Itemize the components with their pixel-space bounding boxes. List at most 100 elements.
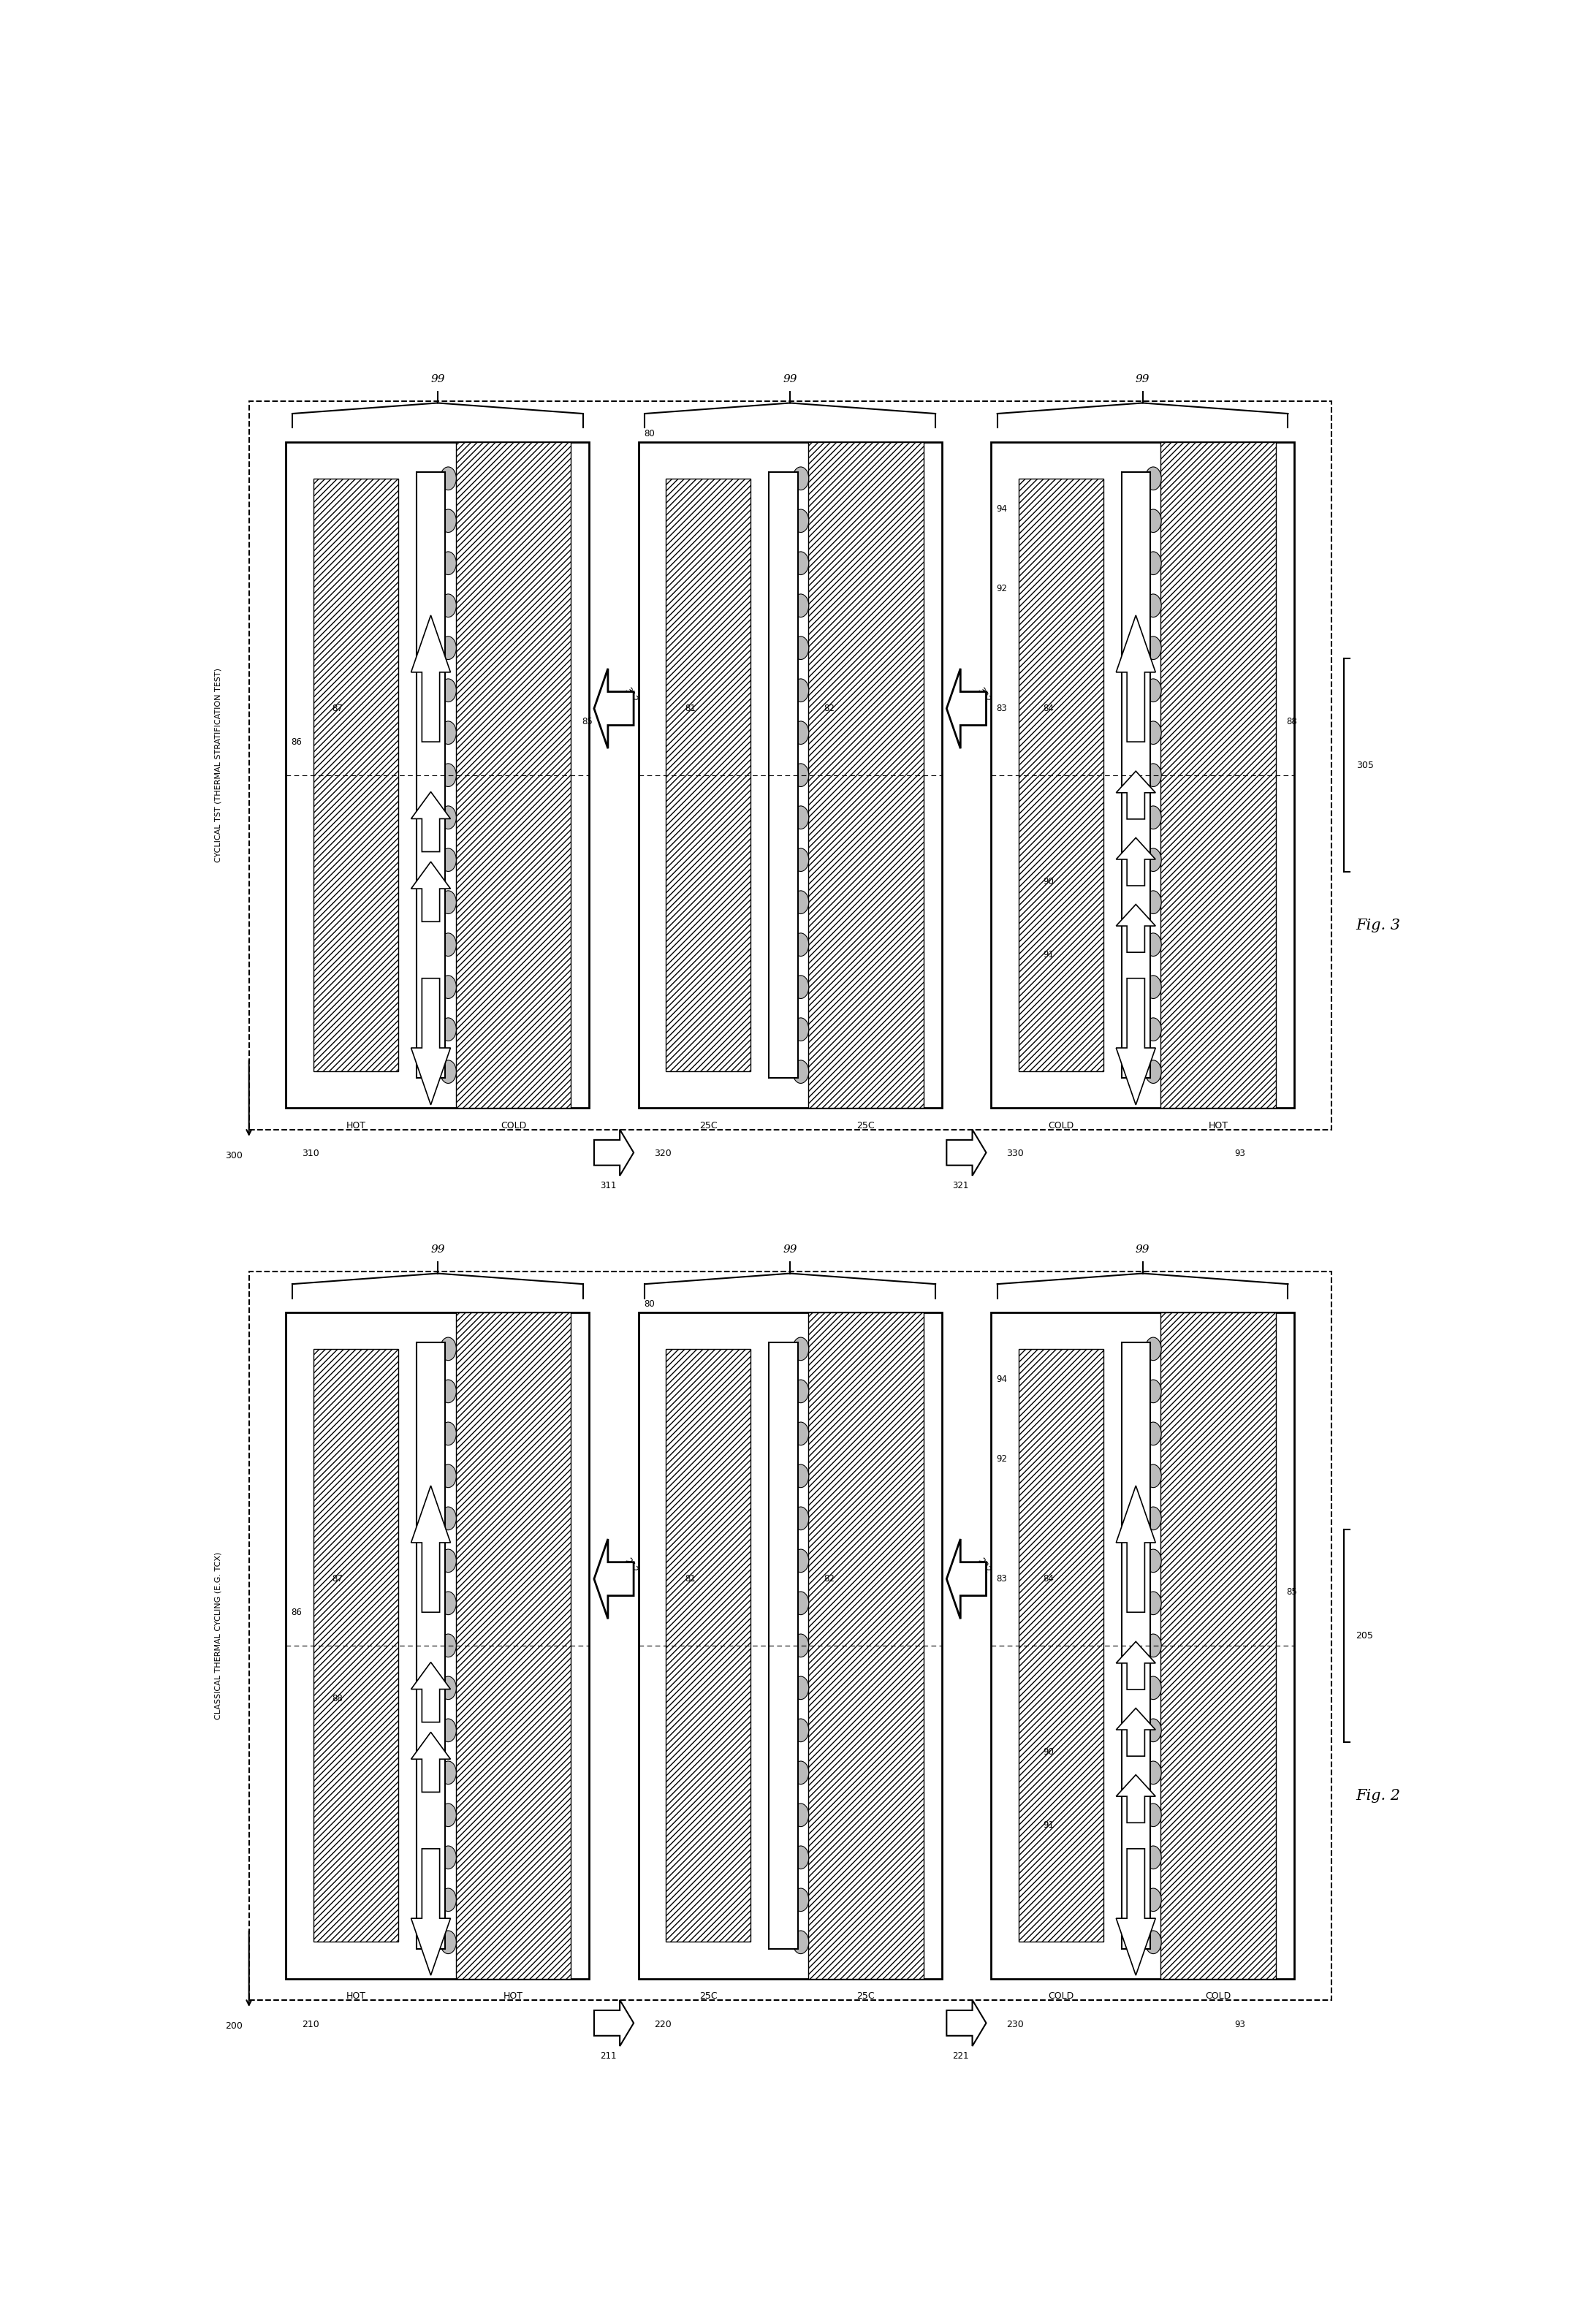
- Circle shape: [440, 976, 456, 999]
- Circle shape: [440, 1338, 456, 1361]
- Text: 83: 83: [996, 704, 1007, 713]
- Polygon shape: [594, 1539, 634, 1620]
- Polygon shape: [412, 791, 450, 851]
- Circle shape: [793, 1338, 809, 1361]
- Circle shape: [1146, 1633, 1162, 1656]
- Circle shape: [440, 1421, 456, 1444]
- Circle shape: [440, 1931, 456, 1954]
- Polygon shape: [1116, 978, 1156, 1105]
- Circle shape: [793, 1931, 809, 1954]
- Polygon shape: [1116, 1774, 1156, 1823]
- Circle shape: [793, 849, 809, 872]
- Bar: [666, 1350, 750, 1942]
- Circle shape: [440, 1550, 456, 1573]
- Circle shape: [1146, 1338, 1162, 1361]
- Bar: [1160, 443, 1275, 1107]
- Circle shape: [793, 678, 809, 701]
- Circle shape: [793, 976, 809, 999]
- Circle shape: [440, 764, 456, 787]
- Polygon shape: [1116, 1643, 1156, 1689]
- Circle shape: [793, 1887, 809, 1913]
- Circle shape: [793, 595, 809, 618]
- Circle shape: [793, 891, 809, 914]
- Bar: [769, 1343, 798, 1949]
- Circle shape: [1146, 1506, 1162, 1530]
- Text: 80: 80: [643, 429, 654, 438]
- Text: HOT: HOT: [503, 1991, 523, 2000]
- Polygon shape: [946, 1539, 986, 1620]
- Text: 80: 80: [643, 1299, 654, 1308]
- Text: 81: 81: [685, 1573, 696, 1583]
- Text: 310: 310: [302, 1149, 319, 1158]
- Text: HOT: HOT: [346, 1121, 365, 1130]
- Bar: [417, 1343, 445, 1949]
- Circle shape: [1146, 637, 1162, 660]
- Polygon shape: [412, 1486, 450, 1613]
- Text: 222: 222: [975, 1555, 993, 1576]
- Polygon shape: [1116, 904, 1156, 953]
- Text: 25C: 25C: [857, 1991, 875, 2000]
- Circle shape: [1146, 1931, 1162, 1954]
- Circle shape: [793, 1677, 809, 1700]
- Circle shape: [1146, 510, 1162, 533]
- Text: 91: 91: [1044, 950, 1055, 960]
- Circle shape: [440, 1633, 456, 1656]
- Circle shape: [793, 1592, 809, 1615]
- Text: 230: 230: [1007, 2019, 1025, 2028]
- Polygon shape: [946, 1130, 986, 1177]
- Text: 88: 88: [332, 1693, 343, 1703]
- Text: COLD: COLD: [501, 1121, 527, 1130]
- Circle shape: [1146, 1887, 1162, 1913]
- Text: 311: 311: [600, 1181, 616, 1190]
- Circle shape: [793, 1380, 809, 1403]
- Bar: [249, 401, 1331, 1130]
- Circle shape: [440, 1846, 456, 1869]
- Polygon shape: [594, 1130, 634, 1177]
- Text: 92: 92: [996, 584, 1007, 593]
- Text: 321: 321: [953, 1181, 969, 1190]
- Text: 99: 99: [431, 374, 445, 385]
- Text: 88: 88: [1286, 717, 1298, 727]
- Circle shape: [1146, 1421, 1162, 1444]
- Text: 210: 210: [302, 2019, 319, 2028]
- Bar: [991, 443, 1294, 1107]
- Circle shape: [440, 849, 456, 872]
- Bar: [456, 1313, 571, 1979]
- Circle shape: [440, 805, 456, 828]
- Circle shape: [793, 1760, 809, 1783]
- Bar: [638, 443, 942, 1107]
- Text: 99: 99: [431, 1246, 445, 1255]
- Text: 92: 92: [996, 1453, 1007, 1463]
- Text: 85: 85: [1286, 1587, 1298, 1596]
- Circle shape: [793, 1061, 809, 1084]
- Polygon shape: [412, 1663, 450, 1721]
- Polygon shape: [1116, 616, 1156, 743]
- Text: 322: 322: [975, 685, 993, 704]
- Circle shape: [1146, 1592, 1162, 1615]
- Text: 330: 330: [1007, 1149, 1025, 1158]
- Circle shape: [440, 595, 456, 618]
- Bar: [1160, 1313, 1275, 1979]
- Bar: [456, 443, 571, 1107]
- Circle shape: [1146, 1017, 1162, 1040]
- Circle shape: [440, 1760, 456, 1783]
- Circle shape: [793, 1421, 809, 1444]
- Bar: [286, 1313, 589, 1979]
- Text: 81: 81: [685, 704, 696, 713]
- Circle shape: [793, 551, 809, 574]
- Bar: [808, 1313, 924, 1979]
- Circle shape: [1146, 1380, 1162, 1403]
- Circle shape: [1146, 466, 1162, 489]
- Polygon shape: [594, 669, 634, 747]
- Text: Fig. 2: Fig. 2: [1357, 1788, 1401, 1804]
- Circle shape: [440, 932, 456, 955]
- Text: 305: 305: [1357, 761, 1374, 771]
- Circle shape: [793, 466, 809, 489]
- Circle shape: [440, 1465, 456, 1488]
- Text: 25C: 25C: [699, 1991, 717, 2000]
- Circle shape: [440, 1061, 456, 1084]
- Circle shape: [440, 1804, 456, 1827]
- Circle shape: [1146, 805, 1162, 828]
- Circle shape: [440, 1719, 456, 1742]
- Bar: [769, 473, 798, 1077]
